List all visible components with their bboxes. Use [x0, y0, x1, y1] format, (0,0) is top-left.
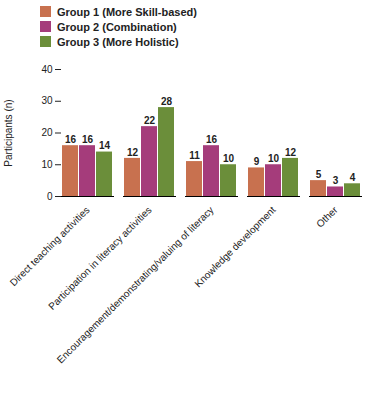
svg-text:22: 22 [144, 115, 156, 126]
svg-text:Encouragement/demonstrating/va: Encouragement/demonstrating/valuing of l… [55, 204, 216, 365]
svg-text:10: 10 [41, 159, 53, 170]
svg-text:12: 12 [127, 147, 139, 158]
svg-text:Knowledge development: Knowledge development [192, 204, 277, 289]
svg-text:28: 28 [161, 96, 173, 107]
svg-text:4: 4 [350, 172, 356, 183]
svg-text:Other: Other [314, 204, 340, 230]
svg-text:16: 16 [65, 134, 77, 145]
html-text:Group 2 (Combination): Group 2 (Combination) [57, 20, 177, 33]
svg-text:Participants (n): Participants (n) [3, 99, 14, 166]
svg-text:3: 3 [333, 175, 339, 186]
svg-text:20: 20 [41, 127, 53, 138]
svg-text:40: 40 [41, 64, 53, 75]
svg-text:Direct teaching activities: Direct teaching activities [7, 204, 92, 289]
svg-text:9: 9 [254, 156, 260, 167]
svg-text:16: 16 [82, 134, 94, 145]
svg-text:0: 0 [47, 191, 53, 202]
svg-text:10: 10 [223, 153, 235, 164]
html-text:Group 1 (More Skill-based): Group 1 (More Skill-based) [57, 5, 197, 18]
svg-text:12: 12 [285, 147, 297, 158]
svg-text:16: 16 [206, 134, 218, 145]
svg-text:11: 11 [189, 150, 200, 161]
svg-text:Participation in literacy acti: Participation in literacy activities [46, 204, 154, 312]
svg-text:30: 30 [41, 95, 53, 106]
html-text:Group 3 (More Holistic): Group 3 (More Holistic) [57, 35, 179, 48]
svg-text:10: 10 [268, 153, 280, 164]
svg-text:14: 14 [99, 140, 111, 151]
svg-text:5: 5 [316, 169, 322, 180]
